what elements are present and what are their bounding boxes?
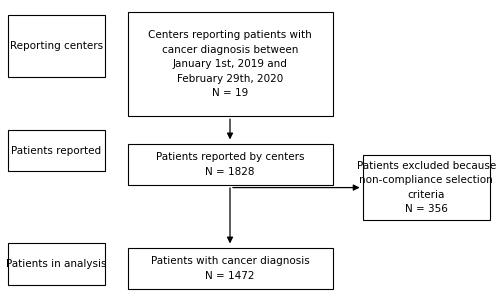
FancyBboxPatch shape	[128, 144, 332, 185]
FancyBboxPatch shape	[362, 155, 490, 220]
Text: Patients excluded because
non-compliance selection
criteria
N = 356: Patients excluded because non-compliance…	[356, 161, 496, 214]
Text: Patients reported by centers
N = 1828: Patients reported by centers N = 1828	[156, 152, 304, 177]
FancyBboxPatch shape	[128, 12, 332, 116]
Text: Patients in analysis: Patients in analysis	[6, 259, 106, 269]
Text: Patients reported: Patients reported	[11, 146, 102, 156]
FancyBboxPatch shape	[8, 243, 105, 285]
FancyBboxPatch shape	[128, 248, 332, 289]
Text: Reporting centers: Reporting centers	[10, 41, 103, 51]
FancyBboxPatch shape	[8, 130, 105, 171]
Text: Patients with cancer diagnosis
N = 1472: Patients with cancer diagnosis N = 1472	[150, 256, 310, 281]
FancyBboxPatch shape	[8, 15, 105, 76]
Text: Centers reporting patients with
cancer diagnosis between
January 1st, 2019 and
F: Centers reporting patients with cancer d…	[148, 31, 312, 98]
